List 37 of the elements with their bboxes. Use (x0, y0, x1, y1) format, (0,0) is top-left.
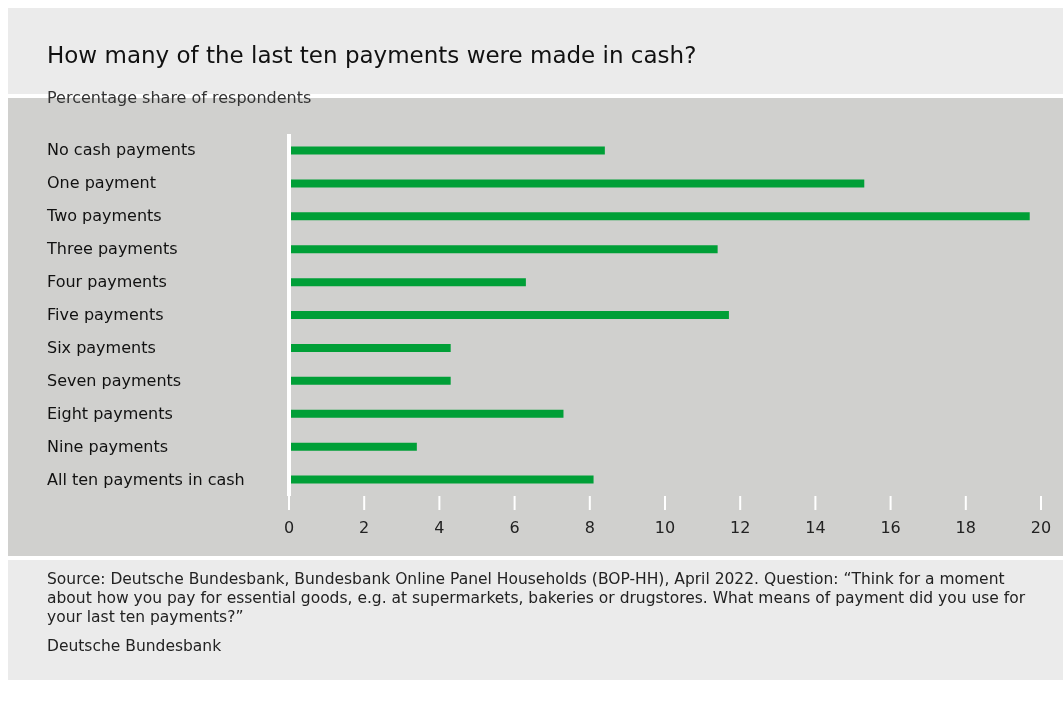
bar (289, 442, 417, 451)
y-tick-label: Three payments (46, 239, 178, 259)
text: Deutsche Bundesbank (47, 637, 223, 656)
y-tick-label: Four payments (47, 272, 167, 292)
y-tick-label: Eight payments (47, 403, 173, 423)
x-tick-label: 10 (654, 518, 676, 538)
bar (289, 245, 718, 254)
x-tick-label: 2 (359, 518, 370, 538)
y-tick-label: All ten payments in cash (47, 469, 245, 489)
chart-subtitle: Percentage share of respondents (47, 88, 313, 107)
x-tick-label: 16 (880, 518, 901, 538)
bar (289, 278, 526, 287)
bar (289, 475, 594, 484)
y-tick-label: Five payments (47, 305, 164, 324)
chart-title: How many of the last ten payments were made in cash? (47, 42, 698, 68)
source-note: Source: Deutsche Bundesbank, Bundesbank Online Panel Households (BOP-HH), April 2022. Question: “Think for a moment about how you pay for essential goods, e.g. at supermarkets, bakeries or drugstores. What means of payment did you use for your last ten payments?” (47, 570, 1027, 627)
y-tick-label: Nine payments (47, 436, 169, 456)
bar (289, 212, 1030, 221)
x-tick-label: 12 (730, 518, 751, 538)
bar (289, 311, 729, 320)
y-tick-label: Seven payments (47, 370, 182, 390)
bar (289, 146, 605, 155)
x-tick-label: 20 (1030, 518, 1052, 538)
bar (289, 376, 451, 385)
bar (289, 409, 564, 418)
x-tick-label: 6 (509, 518, 520, 538)
y-tick-label: Two payments (46, 206, 162, 226)
x-tick-label: 4 (434, 518, 445, 538)
x-tick-label: 14 (805, 518, 826, 538)
x-tick-label: 8 (584, 518, 595, 538)
y-tick-label: No cash payments (47, 140, 196, 160)
y-tick-label: Six payments (47, 337, 156, 357)
y-tick-label: One payment (47, 173, 156, 193)
x-tick-label: 0 (283, 518, 295, 538)
bar (289, 179, 865, 188)
x-tick-label: 18 (955, 518, 976, 538)
bar (289, 343, 451, 352)
